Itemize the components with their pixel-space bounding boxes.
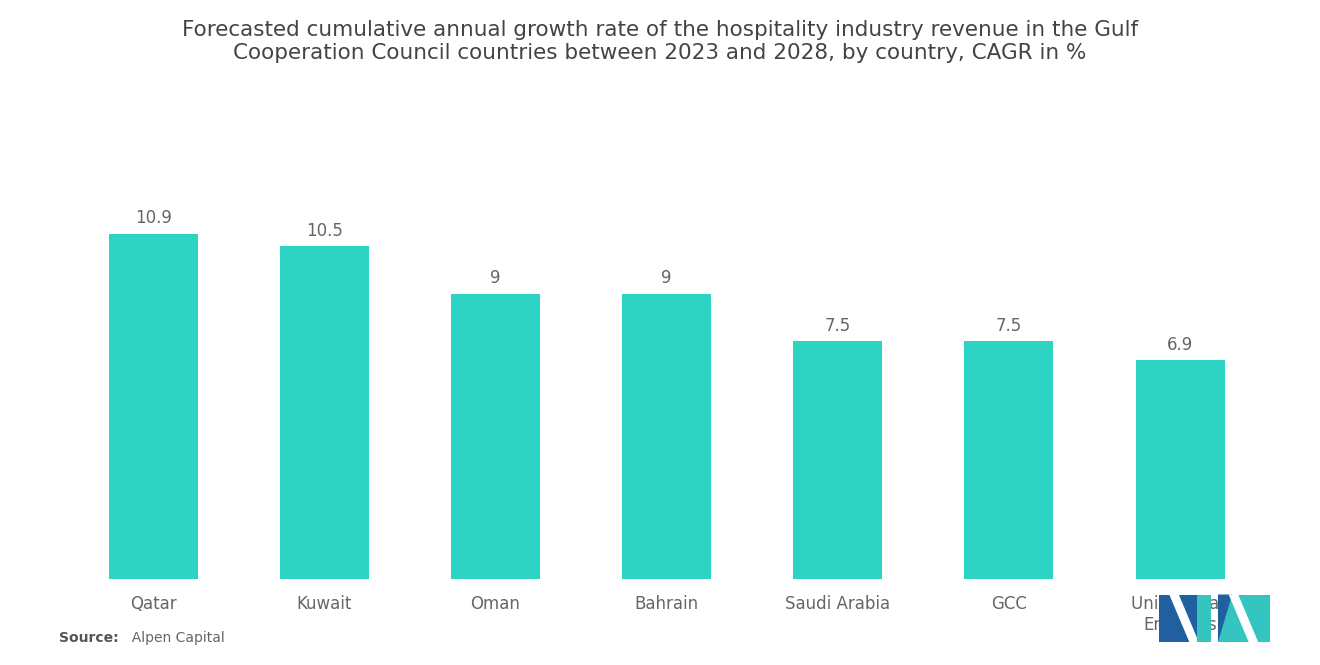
Bar bbox=[280, 246, 368, 579]
Text: 10.5: 10.5 bbox=[306, 222, 343, 240]
Text: 6.9: 6.9 bbox=[1167, 336, 1193, 354]
Polygon shape bbox=[1196, 595, 1210, 642]
Text: Source:: Source: bbox=[59, 631, 119, 645]
Bar bbox=[965, 341, 1053, 579]
Polygon shape bbox=[1229, 595, 1258, 642]
Polygon shape bbox=[1218, 595, 1270, 642]
Text: 9: 9 bbox=[661, 269, 672, 287]
Text: 10.9: 10.9 bbox=[135, 209, 172, 227]
Text: Forecasted cumulative annual growth rate of the hospitality industry revenue in : Forecasted cumulative annual growth rate… bbox=[182, 20, 1138, 63]
Bar bbox=[793, 341, 882, 579]
Bar bbox=[108, 233, 198, 579]
Polygon shape bbox=[1159, 595, 1210, 642]
Bar bbox=[622, 294, 711, 579]
Bar bbox=[1135, 360, 1225, 579]
Text: Alpen Capital: Alpen Capital bbox=[123, 631, 224, 645]
Text: 9: 9 bbox=[490, 269, 500, 287]
Text: 7.5: 7.5 bbox=[825, 317, 851, 335]
Text: 7.5: 7.5 bbox=[995, 317, 1022, 335]
Polygon shape bbox=[1170, 595, 1199, 642]
Polygon shape bbox=[1218, 595, 1233, 642]
Bar bbox=[451, 294, 540, 579]
